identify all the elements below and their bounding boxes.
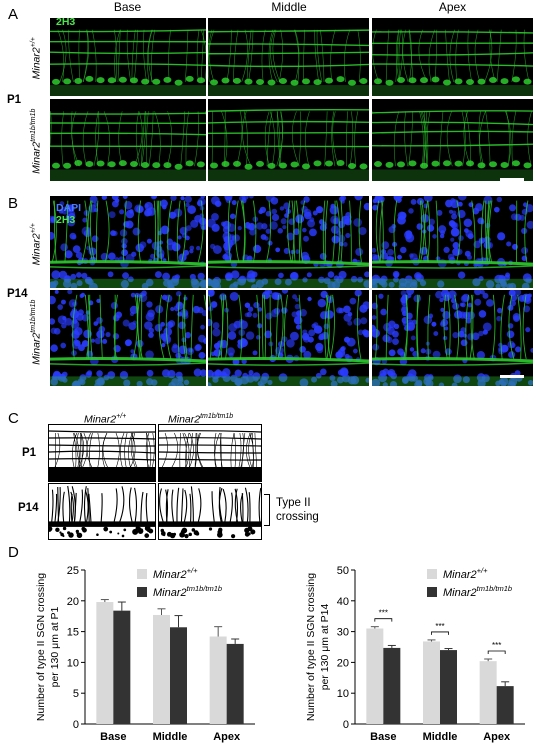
y-tick-label: 0: [73, 719, 79, 731]
x-tick-label: Middle: [423, 731, 458, 743]
significance-bracket: [431, 631, 449, 635]
micrograph-a-wt-base: [50, 18, 206, 96]
bar-base-mutant: [383, 647, 401, 724]
scale-bar-a: [500, 178, 524, 181]
y-tick-label: 25: [67, 565, 79, 577]
micrograph-a-wt-middle: [208, 18, 369, 96]
bar-apex-mutant: [496, 686, 514, 724]
significance-label: ***: [379, 609, 388, 618]
traced-col-label-wt: Minar2+/+: [84, 413, 127, 426]
panel-letter-a: A: [8, 6, 19, 23]
y-tick-label: 5: [73, 688, 79, 700]
y-tick-label: 10: [337, 688, 349, 700]
svg-text:per 130 μm at P1: per 130 μm at P1: [49, 606, 61, 687]
significance-bracket: [374, 618, 393, 622]
significance-label: ***: [492, 641, 501, 650]
significance-bracket: [487, 650, 506, 655]
traced-row-label-p14: P14: [18, 502, 39, 514]
scale-bar-b: [500, 375, 524, 378]
micrograph-b-wt-apex: [372, 196, 533, 288]
genotype-label-b-mut: Minar2tm1b/tm1b: [29, 299, 43, 365]
bar-middle-mutant: [170, 627, 187, 724]
bar-middle-control: [423, 641, 440, 724]
x-tick-label: Middle: [153, 731, 188, 743]
column-head-middle: Middle: [271, 0, 307, 14]
column-head-base: Base: [113, 0, 142, 14]
age-label-p1: P1: [7, 94, 22, 106]
micrograph-a-mut-apex: [372, 99, 533, 181]
trace-p14-wt: [48, 483, 156, 540]
bar-chart-p1: 0 5 10 15 20 25 Number of type II SGN crossing…: [35, 565, 255, 743]
micrograph-b-mut-middle: [208, 290, 369, 386]
legend-swatch-mutant: [427, 587, 437, 597]
bar-chart-p14: 0 10 20 30 40 50 Number of type II SGN crossin…: [305, 565, 525, 743]
bar-apex-mutant: [226, 643, 244, 724]
x-tick-label: Apex: [483, 731, 511, 743]
micrograph-a-mut-base: [50, 99, 206, 181]
x-tick-label: Base: [100, 731, 126, 743]
genotype-label-a-mut: Minar2tm1b/tm1b: [29, 108, 43, 174]
legend-swatch-control: [427, 569, 437, 579]
y-tick-label: 20: [67, 596, 79, 608]
micrograph-b-mut-apex: [372, 290, 533, 386]
micrograph-b-wt-middle: [208, 196, 369, 288]
traced-row-label-p1: P1: [22, 447, 37, 459]
micrograph-b-wt-base: [50, 196, 206, 288]
micrograph-a-mut-middle: [208, 99, 369, 181]
significance-label: ***: [435, 622, 444, 631]
bar-middle-mutant: [440, 650, 457, 724]
y-tick-label: 0: [343, 719, 349, 731]
bar-base-control: [96, 602, 114, 724]
bar-apex-control: [479, 661, 497, 724]
bar-apex-control: [209, 636, 227, 724]
y-tick-label: 30: [337, 627, 349, 639]
column-head-apex: Apex: [438, 0, 467, 14]
type-ii-crossing-annotation: Type II crossing: [276, 497, 319, 523]
legend-label-mutant: Minar2tm1b/tm1b: [443, 584, 512, 599]
trace-p1-wt: [48, 424, 156, 482]
svg-text:Number of type II SGN crossing: Number of type II SGN crossing: [35, 573, 47, 721]
legend-label-mutant: Minar2tm1b/tm1b: [153, 584, 222, 599]
genotype-label-b-wt: Minar2+/+: [29, 223, 43, 266]
x-tick-label: Apex: [213, 731, 241, 743]
micrograph-a-wt-apex: [372, 18, 533, 96]
stain-label-2h3: 2H3: [56, 16, 76, 28]
bar-middle-control: [153, 614, 170, 724]
y-axis-label: Number of type II SGN crossing per 130 μm…: [35, 573, 61, 721]
y-tick-label: 40: [337, 596, 349, 608]
genotype-label-a-wt: Minar2+/+: [29, 37, 43, 80]
legend-swatch-mutant: [137, 587, 147, 597]
legend-label-control: Minar2+/+: [443, 566, 488, 581]
y-tick-label: 20: [337, 657, 349, 669]
legend-swatch-control: [137, 569, 147, 579]
y-axis-label: Number of type II SGN crossing per 130 μm…: [305, 573, 331, 721]
panel-letter-b: B: [8, 195, 19, 212]
stain-label-dapi: DAPI: [56, 202, 82, 214]
micrograph-b-mut-base: [50, 290, 206, 386]
y-tick-label: 10: [67, 657, 79, 669]
bar-base-mutant: [113, 610, 131, 724]
x-tick-label: Base: [370, 731, 396, 743]
svg-text:per 130 μm at P14: per 130 μm at P14: [319, 604, 331, 691]
panel-letter-c: C: [8, 410, 19, 427]
stain-label-2h3-b: 2H3: [56, 214, 76, 226]
trace-p14-mut: [158, 483, 262, 540]
trace-p1-mut: [158, 424, 262, 482]
panel-letter-d: D: [8, 544, 19, 561]
type-ii-crossing-bracket: [264, 494, 270, 526]
y-tick-label: 50: [337, 565, 349, 577]
y-tick-label: 15: [67, 627, 79, 639]
legend-label-control: Minar2+/+: [153, 566, 198, 581]
age-label-p14: P14: [7, 288, 28, 300]
traced-col-label-mut: Minar2tm1b/tm1b: [168, 413, 234, 426]
bar-base-control: [366, 628, 384, 724]
svg-text:Number of type II SGN crossing: Number of type II SGN crossing: [305, 573, 317, 721]
